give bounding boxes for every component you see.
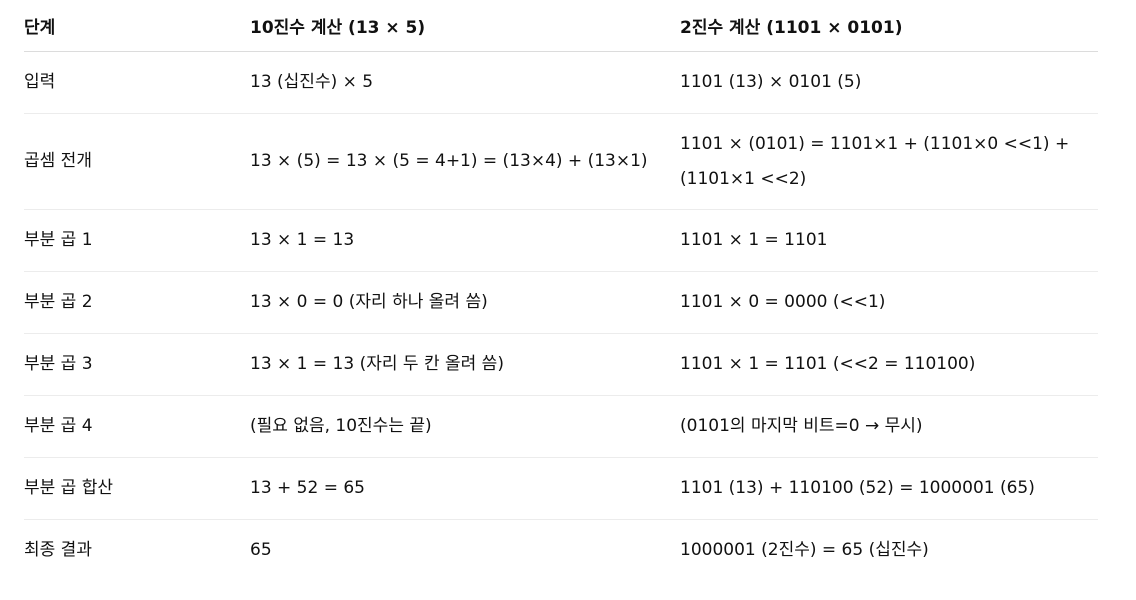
cell-step: 입력	[24, 51, 250, 114]
header-decimal: 10진수 계산 (13 × 5)	[250, 0, 680, 52]
cell-decimal: 13 × (5) = 13 × (5 = 4+1) = (13×4) + (13…	[250, 113, 680, 210]
comparison-table-container: 단계 10진수 계산 (13 × 5) 2진수 계산 (1101 × 0101)…	[24, 0, 1098, 582]
table-row: 부분 곱 3 13 × 1 = 13 (자리 두 칸 올려 씀) 1101 × …	[24, 333, 1098, 396]
cell-step: 부분 곱 1	[24, 209, 250, 272]
table-row: 부분 곱 합산 13 + 52 = 65 1101 (13) + 110100 …	[24, 457, 1098, 520]
cell-step: 부분 곱 4	[24, 395, 250, 458]
table-row: 부분 곱 2 13 × 0 = 0 (자리 하나 올려 씀) 1101 × 0 …	[24, 271, 1098, 334]
cell-decimal: 13 + 52 = 65	[250, 457, 680, 520]
cell-step: 곱셈 전개	[24, 113, 250, 210]
cell-step: 부분 곱 2	[24, 271, 250, 334]
cell-binary: 1101 × (0101) = 1101×1 + (1101×0 <<1) + …	[680, 113, 1098, 210]
cell-decimal: (필요 없음, 10진수는 끝)	[250, 395, 680, 458]
cell-decimal: 13 × 1 = 13	[250, 209, 680, 272]
cell-decimal: 65	[250, 540, 272, 561]
cell-binary: 1101 × 1 = 1101	[680, 209, 1098, 272]
table-row: 부분 곱 1 13 × 1 = 13 1101 × 1 = 1101	[24, 209, 1098, 272]
comparison-table: 단계 10진수 계산 (13 × 5) 2진수 계산 (1101 × 0101)…	[24, 0, 1098, 582]
cell-binary: 1101 × 0 = 0000 (<<1)	[680, 271, 1098, 334]
cell-binary: 1101 (13) + 110100 (52) = 1000001 (65)	[680, 457, 1098, 520]
cell-decimal: 13 (십진수) × 5	[250, 51, 680, 114]
cell-decimal: 13 × 1 = 13 (자리 두 칸 올려 씀)	[250, 333, 680, 396]
cell-step: 부분 곱 합산	[24, 457, 250, 520]
cell-step: 최종 결과	[24, 540, 92, 561]
cell-decimal: 13 × 0 = 0 (자리 하나 올려 씀)	[250, 271, 680, 334]
table-row: 최종 결과 65 1000001 (2진수) = 65 (십진수)	[24, 520, 1098, 582]
table-row: 곱셈 전개 13 × (5) = 13 × (5 = 4+1) = (13×4)…	[24, 113, 1098, 210]
table-row: 부분 곱 4 (필요 없음, 10진수는 끝) (0101의 마지막 비트=0 …	[24, 395, 1098, 458]
cell-binary: 1101 (13) × 0101 (5)	[680, 51, 1098, 114]
cell-binary: (0101의 마지막 비트=0 → 무시)	[680, 395, 1098, 458]
cell-binary: 1101 × 1 = 1101 (<<2 = 110100)	[680, 333, 1098, 396]
table-row: 입력 13 (십진수) × 5 1101 (13) × 0101 (5)	[24, 51, 1098, 114]
cell-step: 부분 곱 3	[24, 333, 250, 396]
header-binary: 2진수 계산 (1101 × 0101)	[680, 0, 1098, 52]
table-header-row: 단계 10진수 계산 (13 × 5) 2진수 계산 (1101 × 0101)	[24, 0, 1098, 52]
header-step: 단계	[24, 0, 250, 52]
cell-binary: 1000001 (2진수) = 65 (십진수)	[680, 540, 929, 561]
